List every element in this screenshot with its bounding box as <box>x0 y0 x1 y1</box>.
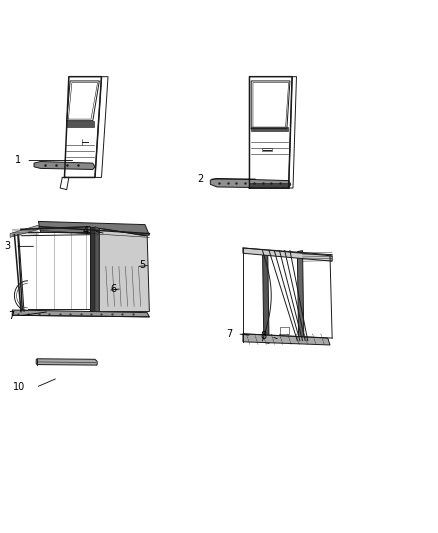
Polygon shape <box>243 248 332 261</box>
Text: 4: 4 <box>82 226 88 236</box>
Polygon shape <box>251 127 288 131</box>
Polygon shape <box>36 359 97 365</box>
Polygon shape <box>66 120 94 127</box>
Polygon shape <box>243 334 330 345</box>
Polygon shape <box>12 310 149 317</box>
Text: 6: 6 <box>111 284 117 294</box>
Polygon shape <box>210 179 291 188</box>
Text: 1: 1 <box>15 156 21 165</box>
Polygon shape <box>99 228 149 312</box>
Polygon shape <box>90 227 95 312</box>
Polygon shape <box>95 227 99 312</box>
Text: 2: 2 <box>198 174 204 184</box>
Bar <box>261 148 272 151</box>
Text: 7: 7 <box>8 311 14 321</box>
Polygon shape <box>262 251 269 343</box>
Text: 3: 3 <box>4 241 10 252</box>
Polygon shape <box>39 221 149 235</box>
Text: 7: 7 <box>226 329 232 339</box>
Polygon shape <box>250 183 289 188</box>
Text: 8: 8 <box>260 332 266 342</box>
Polygon shape <box>297 251 304 343</box>
Text: 5: 5 <box>139 261 145 270</box>
Polygon shape <box>34 161 95 169</box>
Polygon shape <box>10 225 39 237</box>
Text: 10: 10 <box>13 382 25 392</box>
